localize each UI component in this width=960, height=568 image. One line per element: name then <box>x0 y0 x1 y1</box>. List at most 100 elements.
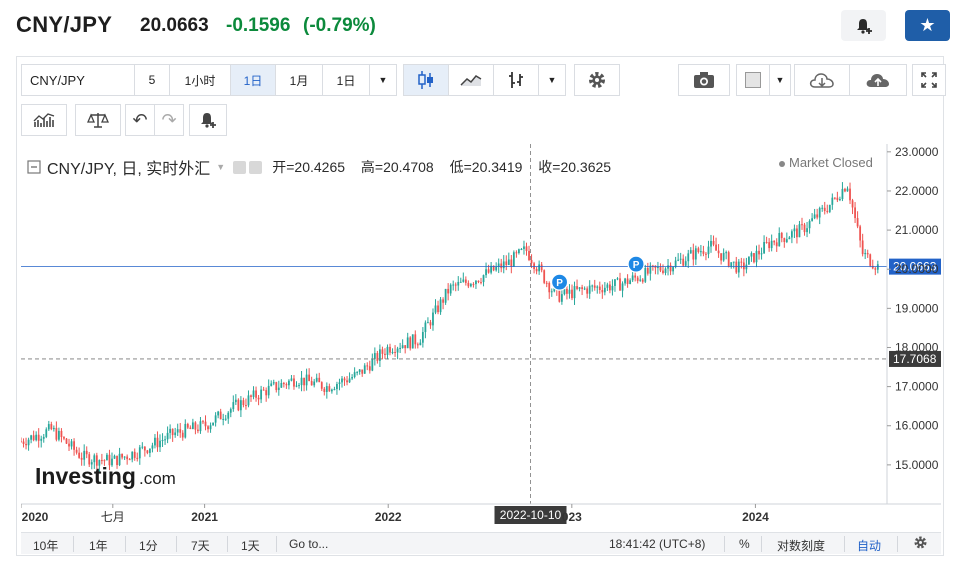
candle-body <box>224 418 227 420</box>
fullscreen-button[interactable] <box>912 64 946 96</box>
redo-button[interactable]: ↷ <box>154 104 184 136</box>
candle-body <box>227 412 230 419</box>
candle-body <box>705 253 707 255</box>
interval-1m-button[interactable]: 1月 <box>275 64 323 96</box>
last-price-label: 20.0663 <box>893 260 937 274</box>
candle-body <box>245 405 247 407</box>
candle-body <box>780 232 783 239</box>
candle-body <box>588 285 591 294</box>
range-7d-button[interactable]: 7天 <box>191 539 210 553</box>
create-alert-button[interactable] <box>189 104 227 136</box>
candle-body <box>174 432 177 436</box>
auto-scale-button[interactable]: 自动 <box>857 539 882 553</box>
candle-body <box>702 251 705 254</box>
event-marker-label: P <box>556 278 563 289</box>
candle-body <box>790 231 793 238</box>
candle-body <box>469 284 472 287</box>
legend-symbol: CNY/JPY, 日, 实时外汇 <box>47 161 211 178</box>
candle-body <box>164 439 166 441</box>
candle-body <box>664 268 667 273</box>
bell-plus-icon <box>856 18 872 34</box>
interval-dropdown-button[interactable]: ▼ <box>369 64 397 96</box>
candle-body <box>540 264 543 271</box>
candle-body <box>778 232 781 247</box>
candle-body <box>391 351 394 353</box>
legend-visibility-icon[interactable] <box>233 160 247 174</box>
interval-1h-button[interactable]: 1小时 <box>169 64 231 96</box>
bar-chart-button[interactable] <box>493 64 539 96</box>
candle-body <box>298 385 300 387</box>
candle-body <box>323 388 326 392</box>
legend-dropdown-icon[interactable]: ▼ <box>216 162 226 172</box>
chart-settings-button[interactable] <box>574 64 620 96</box>
interval-select[interactable]: 1日 <box>322 64 370 96</box>
indicators-button[interactable] <box>21 104 67 136</box>
candle-body <box>442 299 444 303</box>
undo-button[interactable]: ↶ <box>125 104 155 136</box>
candle-body <box>88 454 91 465</box>
range-1min-button[interactable]: 1分 <box>139 539 158 553</box>
price-tick-label: 16.0000 <box>895 419 939 433</box>
candle-body <box>694 248 697 260</box>
interval-1d-button[interactable]: 1日 <box>230 64 276 96</box>
percent-scale-button[interactable]: % <box>739 537 750 551</box>
load-chart-button[interactable] <box>794 64 850 96</box>
candle-body <box>320 382 323 389</box>
candle-body <box>808 220 811 229</box>
save-chart-button[interactable] <box>849 64 907 96</box>
candle-body <box>730 262 733 267</box>
candle-body <box>568 289 571 294</box>
candle-body <box>798 224 801 238</box>
candle-body <box>444 288 447 303</box>
candle-body <box>45 429 48 437</box>
range-10y-button[interactable]: 10年 <box>33 539 59 553</box>
interval-5-button[interactable]: 5 <box>134 64 170 96</box>
candle-body <box>116 455 118 466</box>
chart-type-dropdown-button[interactable]: ▼ <box>538 64 566 96</box>
log-scale-button[interactable]: 对数刻度 <box>777 539 826 553</box>
range-1d-button[interactable]: 1天 <box>241 539 260 553</box>
candle-body <box>219 411 222 420</box>
candle-body <box>65 438 68 444</box>
candle-body <box>464 279 467 283</box>
candle-body <box>510 259 513 267</box>
add-to-watchlist-button[interactable]: ★ <box>905 10 950 41</box>
candle-body <box>229 409 232 413</box>
range-1y-button[interactable]: 1年 <box>89 539 108 553</box>
add-alert-button[interactable] <box>841 10 886 41</box>
candle-body <box>356 371 359 373</box>
candle-body <box>558 290 561 302</box>
candle-body <box>330 389 333 392</box>
compare-button[interactable] <box>75 104 121 136</box>
candle-body <box>576 286 578 289</box>
legend-settings-icon[interactable] <box>249 160 263 174</box>
candlestick-chart-button[interactable] <box>403 64 449 96</box>
time-tick-label: 2022 <box>375 510 402 524</box>
candle-body <box>803 224 806 233</box>
event-marker[interactable] <box>550 273 569 291</box>
candle-body <box>689 250 692 254</box>
candle-body <box>748 256 750 265</box>
candle-body <box>73 441 75 450</box>
candle-body <box>457 281 460 286</box>
candle-body <box>252 390 255 397</box>
clock-timezone[interactable]: 18:41:42 (UTC+8) <box>609 537 706 551</box>
symbol-search-button[interactable]: CNY/JPY <box>21 64 135 96</box>
layout-dropdown-button[interactable]: ▼ <box>769 64 791 96</box>
price-chart[interactable]: Investing .com20.066317.70682022-10-10PP … <box>21 144 941 528</box>
candle-body <box>833 197 836 199</box>
candle-body <box>318 377 321 383</box>
candle-body <box>472 284 475 286</box>
candle-body <box>83 450 86 460</box>
line-chart-button[interactable] <box>448 64 494 96</box>
candle-body <box>25 443 27 446</box>
candle-body <box>434 305 437 313</box>
collapse-legend-icon[interactable] <box>27 160 41 174</box>
goto-date-button[interactable]: Go to... <box>289 537 329 551</box>
time-settings-button[interactable] <box>913 535 928 553</box>
screenshot-button[interactable] <box>678 64 730 96</box>
layout-button[interactable] <box>736 64 770 96</box>
candle-body <box>399 347 402 349</box>
event-marker[interactable] <box>627 255 645 273</box>
candle-body <box>277 387 280 391</box>
